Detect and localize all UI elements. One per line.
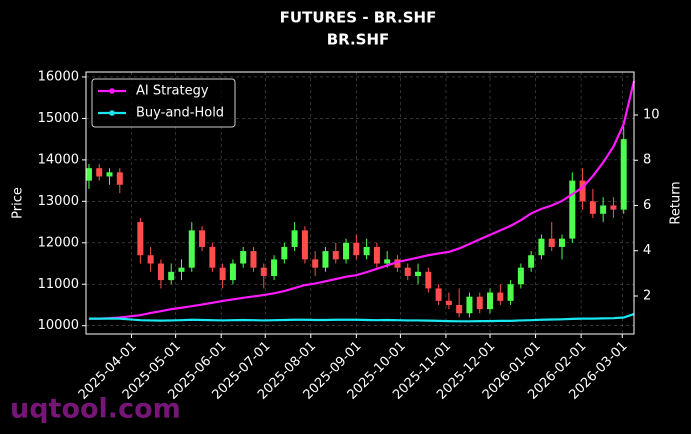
candle-body — [600, 205, 607, 214]
candle-body — [517, 267, 524, 285]
candle-body — [199, 230, 206, 247]
candle-body — [456, 304, 463, 314]
legend-marker — [109, 88, 115, 94]
candle-body — [538, 238, 545, 256]
candle-body — [250, 251, 257, 268]
legend-box — [91, 78, 236, 128]
candle-body — [569, 180, 576, 239]
candle-body — [137, 222, 144, 256]
candle-body — [168, 271, 175, 281]
candle-body — [229, 263, 236, 281]
candle-body — [332, 251, 339, 260]
chart-subtitle: BR.SHF — [327, 31, 390, 49]
y-tick-label: 11000 — [38, 277, 79, 292]
candle-body — [487, 292, 494, 310]
candle-body — [271, 259, 278, 276]
candle-body — [425, 271, 432, 289]
candle-body — [394, 259, 401, 268]
candle-body — [445, 300, 452, 305]
candle-body — [106, 172, 113, 177]
candle-body — [363, 246, 370, 256]
y2-tick-label: 8 — [643, 153, 651, 168]
y2-axis-label: Return — [669, 181, 684, 224]
candle-body — [466, 296, 473, 314]
candle-body — [559, 238, 566, 247]
candle-body — [435, 288, 442, 301]
y-axis-label: Price — [11, 187, 26, 219]
legend-marker — [109, 110, 115, 116]
candle-body — [157, 263, 164, 281]
y-tick-label: 14000 — [38, 152, 79, 167]
candle-body — [301, 230, 308, 260]
candle-body — [548, 238, 555, 247]
y-tick-label: 15000 — [38, 111, 79, 126]
return-line — [88, 80, 636, 320]
return-line — [88, 313, 635, 323]
y2-tick-label: 4 — [643, 243, 651, 258]
candle-body — [312, 259, 319, 268]
candle-body — [373, 246, 380, 264]
candle-body — [291, 230, 298, 247]
candle-body — [281, 246, 288, 260]
plot-frame — [85, 71, 635, 335]
candle-body — [353, 242, 360, 256]
candle-body — [116, 172, 123, 185]
candle-body — [404, 267, 411, 276]
y-tick-label: 12000 — [38, 235, 79, 250]
candle-body — [240, 251, 247, 264]
candle-body — [610, 205, 617, 210]
candle-body — [343, 242, 350, 260]
candle-body — [178, 267, 185, 272]
candle-body — [85, 168, 92, 181]
candle-body — [260, 267, 267, 276]
watermark: uqtool.com — [10, 394, 181, 425]
candle-body — [188, 230, 195, 268]
y2-tick-label: 2 — [643, 288, 651, 303]
candle-body — [96, 168, 103, 177]
candle-body — [415, 271, 422, 276]
candle-body — [620, 139, 627, 210]
chart-title: FUTURES - BR.SHF — [280, 9, 437, 27]
candle-body — [147, 255, 154, 264]
candle-body — [589, 201, 596, 214]
candle-body — [384, 259, 391, 264]
candle-body — [507, 284, 514, 301]
candle-body — [476, 296, 483, 310]
y-tick-label: 10000 — [38, 318, 79, 333]
legend-label: Buy-and-Hold — [136, 106, 224, 121]
candle-body — [219, 267, 226, 281]
y2-tick-label: 6 — [643, 198, 651, 213]
candle-body — [579, 180, 586, 202]
candle-body — [322, 251, 329, 268]
candle-body — [528, 255, 535, 268]
y2-tick-label: 10 — [643, 107, 660, 122]
candle-body — [209, 246, 216, 268]
y-tick-label: 16000 — [38, 69, 79, 84]
legend-label: AI Strategy — [136, 84, 209, 99]
y-tick-label: 13000 — [38, 194, 79, 209]
candle-body — [497, 292, 504, 301]
